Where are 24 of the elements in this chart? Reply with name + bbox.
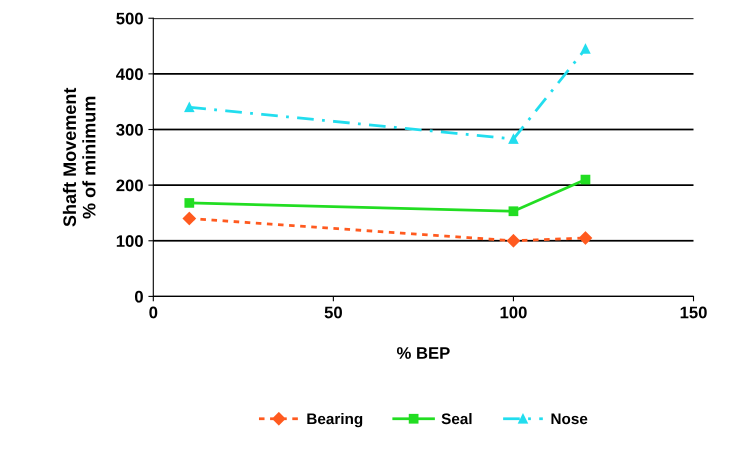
x-tick-label: 150	[680, 306, 707, 318]
y-tick-label: 400	[116, 68, 143, 80]
point	[578, 231, 592, 245]
y-axis-title: Shaft Movement % of minimum	[62, 88, 96, 227]
point	[508, 206, 518, 216]
point	[580, 174, 590, 184]
point	[508, 134, 518, 144]
y-tick-label: 300	[116, 124, 143, 136]
x-axis-title: % BEP	[396, 347, 450, 359]
x-tick-label: 50	[324, 306, 342, 318]
point	[580, 44, 590, 54]
y-tick-label: 100	[116, 235, 143, 247]
y-tick-label: 500	[116, 12, 143, 24]
legend-label: Bearing	[307, 412, 362, 428]
legend-label: Seal	[442, 412, 472, 424]
legend-label: Nose	[551, 414, 588, 424]
point	[184, 102, 194, 112]
point	[506, 234, 520, 248]
point	[182, 212, 196, 226]
y-tick-label: 0	[134, 290, 143, 303]
point	[184, 198, 194, 208]
x-tick-label: 0	[149, 306, 158, 318]
x-tick-label: 100	[500, 306, 527, 318]
y-tick-label: 200	[116, 180, 143, 192]
